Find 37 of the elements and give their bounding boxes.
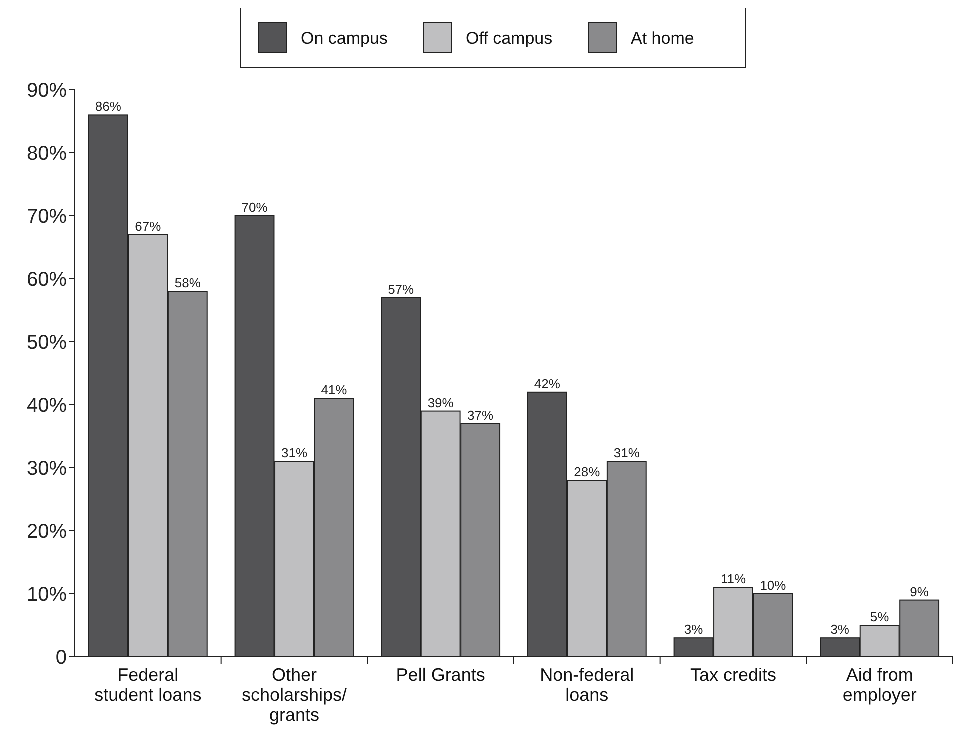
- data-label: 3%: [684, 622, 704, 638]
- data-label: 3%: [830, 622, 850, 638]
- legend-label: At home: [631, 28, 694, 48]
- x-tick-label: Tax credits: [690, 665, 777, 685]
- data-label: 57%: [388, 282, 415, 297]
- y-tick-label: 80%: [26, 143, 68, 165]
- data-label: 86%: [95, 99, 122, 114]
- y-tick-label: 30%: [26, 458, 68, 480]
- legend-label: Off campus: [466, 28, 553, 48]
- x-tick-label: Federal student loans: [94, 665, 202, 705]
- x-tick-label: Other scholarships/ grants: [242, 665, 348, 725]
- data-label: 10%: [760, 578, 787, 593]
- data-label: 58%: [174, 276, 202, 291]
- data-label: 70%: [242, 200, 268, 215]
- y-tick-label: 20%: [26, 521, 68, 543]
- legend-label: On campus: [301, 28, 388, 48]
- data-label: 11%: [720, 572, 746, 587]
- data-label: 9%: [910, 584, 930, 600]
- data-label: 41%: [321, 382, 348, 398]
- x-tick-label: Aid from employer: [842, 665, 917, 705]
- data-label: 5%: [870, 610, 890, 624]
- x-tick-label: Pell Grants: [396, 665, 486, 685]
- data-label: 28%: [574, 464, 601, 480]
- data-label: 37%: [468, 408, 494, 423]
- y-tick-label: 0: [56, 647, 67, 669]
- y-tick-label: 70%: [26, 206, 68, 228]
- data-label: 31%: [281, 446, 308, 461]
- y-tick-label: 40%: [26, 395, 68, 417]
- data-label: 67%: [135, 218, 162, 234]
- y-tick-label: 10%: [26, 584, 68, 606]
- y-tick-label: 90%: [26, 80, 68, 102]
- y-tick-label: 60%: [26, 269, 68, 291]
- data-label: 31%: [614, 446, 640, 461]
- x-tick-label: Non-federal loans: [540, 665, 634, 705]
- data-label: 39%: [428, 395, 454, 410]
- data-label: 42%: [534, 376, 561, 392]
- y-tick-label: 50%: [26, 332, 68, 354]
